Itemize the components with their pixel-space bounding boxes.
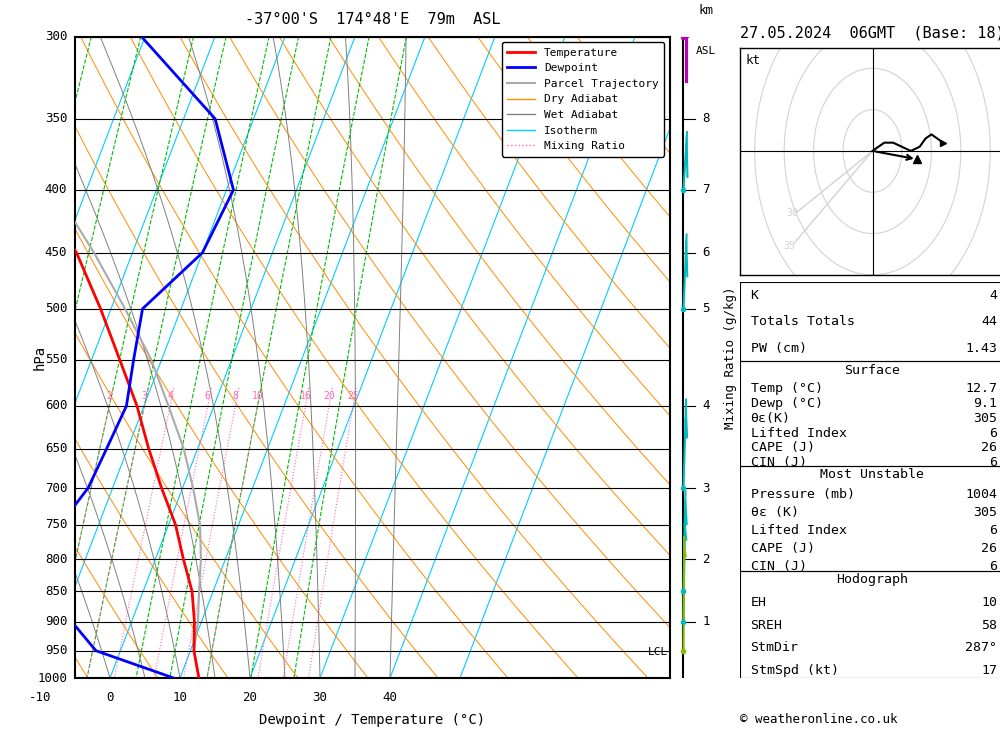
Text: hPa: hPa (32, 345, 46, 370)
Text: © weatheronline.co.uk: © weatheronline.co.uk (740, 712, 898, 726)
Text: 350: 350 (45, 112, 67, 125)
Text: Dewp (°C): Dewp (°C) (751, 397, 823, 410)
Text: 8: 8 (702, 112, 710, 125)
Text: 8: 8 (233, 391, 238, 402)
Text: 3: 3 (702, 482, 710, 495)
Text: 0: 0 (106, 690, 114, 704)
Text: Mixing Ratio (g/kg): Mixing Ratio (g/kg) (724, 286, 737, 429)
Text: 6: 6 (205, 391, 211, 402)
Text: CIN (J): CIN (J) (751, 560, 807, 572)
Text: Surface: Surface (844, 364, 900, 377)
Text: 550: 550 (45, 353, 67, 366)
Text: 27.05.2024  06GMT  (Base: 18): 27.05.2024 06GMT (Base: 18) (740, 26, 1000, 40)
Text: θε (K): θε (K) (751, 507, 799, 519)
Text: 950: 950 (45, 644, 67, 658)
Legend: Temperature, Dewpoint, Parcel Trajectory, Dry Adiabat, Wet Adiabat, Isotherm, Mi: Temperature, Dewpoint, Parcel Trajectory… (502, 43, 664, 157)
Text: 44: 44 (981, 315, 997, 328)
Text: 300: 300 (45, 30, 67, 43)
Text: 17: 17 (981, 664, 997, 677)
Text: Temp (°C): Temp (°C) (751, 382, 823, 395)
Text: CAPE (J): CAPE (J) (751, 542, 815, 555)
Text: θε(K): θε(K) (751, 412, 791, 424)
Text: CIN (J): CIN (J) (751, 457, 807, 469)
Text: SREH: SREH (751, 619, 783, 632)
Text: StmSpd (kt): StmSpd (kt) (751, 664, 839, 677)
Text: 1.43: 1.43 (965, 342, 997, 355)
Text: 6: 6 (702, 246, 710, 259)
Text: Totals Totals: Totals Totals (751, 315, 855, 328)
Text: 4: 4 (167, 391, 173, 402)
Text: 305: 305 (973, 507, 997, 519)
Text: 1: 1 (702, 616, 710, 628)
Text: 58: 58 (981, 619, 997, 632)
Text: Dewpoint / Temperature (°C): Dewpoint / Temperature (°C) (259, 713, 486, 727)
Text: Pressure (mb): Pressure (mb) (751, 488, 855, 501)
Text: 40: 40 (382, 690, 397, 704)
Text: 2: 2 (702, 553, 710, 566)
Text: 700: 700 (45, 482, 67, 495)
Text: 6: 6 (989, 457, 997, 469)
Text: 400: 400 (45, 183, 67, 196)
Text: 600: 600 (45, 399, 67, 413)
Text: 20: 20 (242, 690, 258, 704)
Text: EH: EH (751, 596, 767, 609)
Text: 7: 7 (702, 183, 710, 196)
Text: Most Unstable: Most Unstable (820, 468, 924, 482)
Text: 10: 10 (252, 391, 263, 402)
Text: 287°: 287° (965, 641, 997, 655)
Text: 750: 750 (45, 518, 67, 531)
Text: -37°00'S  174°48'E  79m  ASL: -37°00'S 174°48'E 79m ASL (245, 12, 500, 27)
Text: 1000: 1000 (37, 671, 67, 685)
Text: 450: 450 (45, 246, 67, 259)
Text: 5: 5 (702, 302, 710, 315)
Text: 16: 16 (300, 391, 311, 402)
Text: StmDir: StmDir (751, 641, 799, 655)
Text: K: K (751, 289, 759, 302)
Text: Lifted Index: Lifted Index (751, 524, 847, 537)
Text: 6: 6 (989, 560, 997, 572)
Text: 10: 10 (173, 690, 188, 704)
Text: CAPE (J): CAPE (J) (751, 441, 815, 454)
Text: 650: 650 (45, 442, 67, 455)
Text: PW (cm): PW (cm) (751, 342, 807, 355)
Text: 30: 30 (312, 690, 327, 704)
Text: 9.1: 9.1 (973, 397, 997, 410)
Text: km: km (698, 4, 714, 18)
Text: -10: -10 (29, 690, 51, 704)
Text: 850: 850 (45, 585, 67, 598)
Text: ASL: ASL (696, 46, 716, 56)
Text: Hodograph: Hodograph (836, 573, 908, 586)
Text: 6: 6 (989, 524, 997, 537)
Text: LCL: LCL (647, 647, 668, 658)
Text: 305: 305 (973, 412, 997, 424)
Text: 10: 10 (981, 596, 997, 609)
Text: 12.7: 12.7 (965, 382, 997, 395)
Text: 6: 6 (989, 427, 997, 440)
Text: 900: 900 (45, 616, 67, 628)
Text: 4: 4 (702, 399, 710, 413)
Text: 2: 2 (106, 391, 112, 402)
Text: 30: 30 (786, 208, 798, 218)
Text: 26: 26 (981, 542, 997, 555)
Text: 25: 25 (347, 391, 359, 402)
Text: 4: 4 (989, 289, 997, 302)
Text: 800: 800 (45, 553, 67, 566)
Text: 1004: 1004 (965, 488, 997, 501)
Text: 26: 26 (981, 441, 997, 454)
Text: 3: 3 (141, 391, 147, 402)
Text: kt: kt (745, 54, 760, 67)
Text: 500: 500 (45, 302, 67, 315)
Text: 20: 20 (323, 391, 335, 402)
Text: Lifted Index: Lifted Index (751, 427, 847, 440)
Text: 35: 35 (784, 240, 795, 251)
